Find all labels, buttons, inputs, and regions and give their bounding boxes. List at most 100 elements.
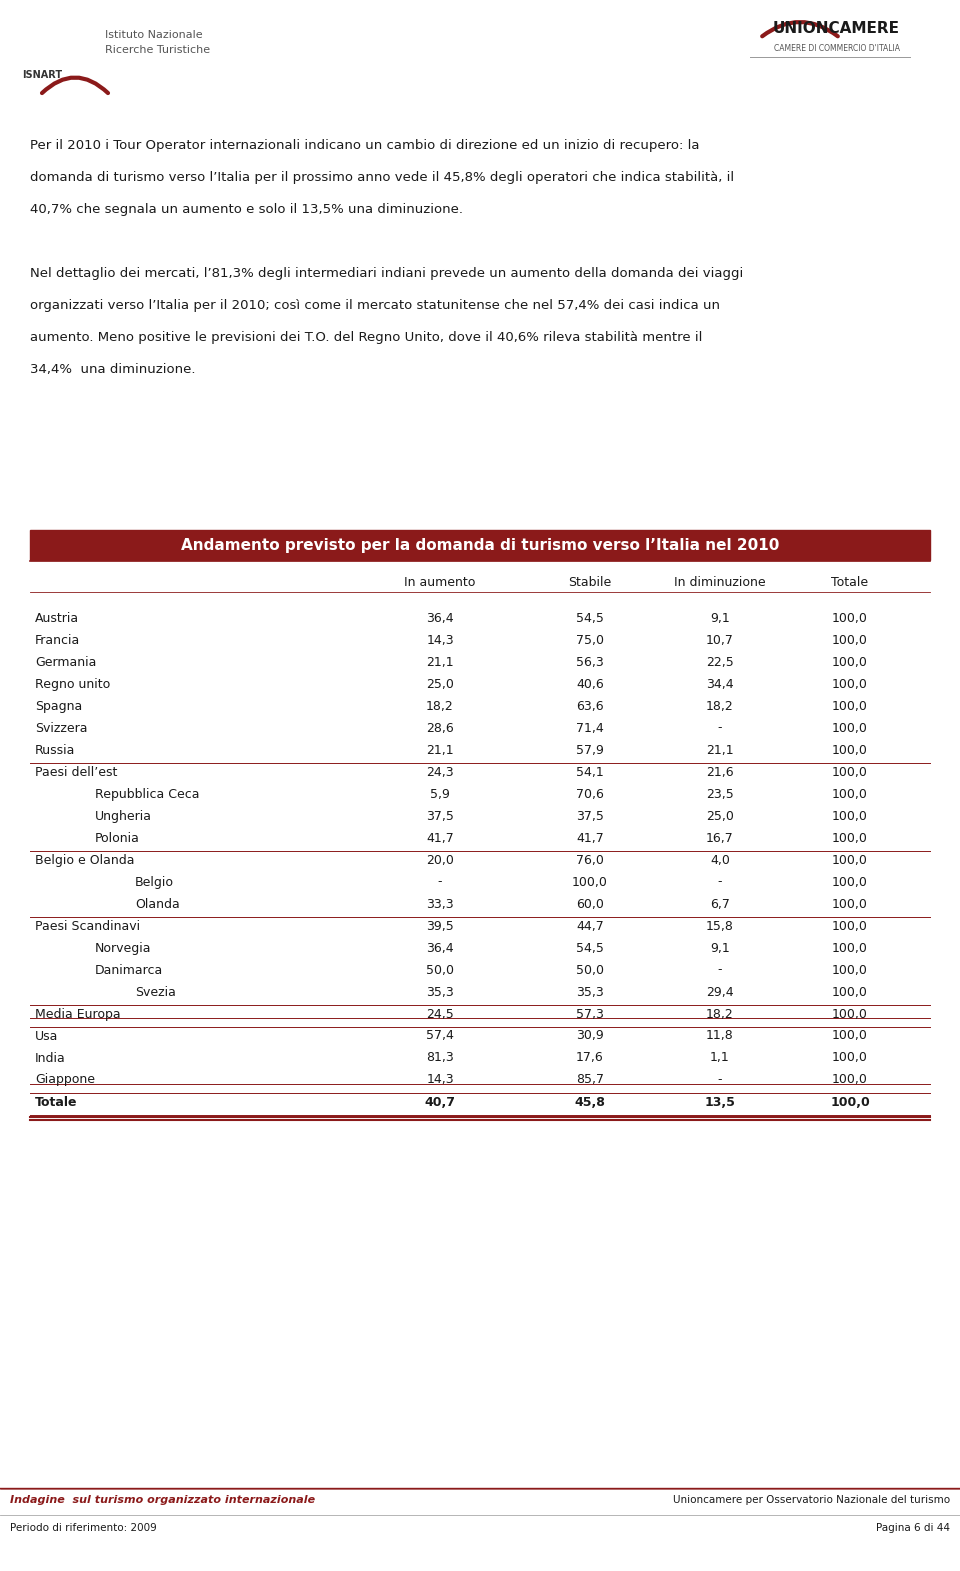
Text: 6,7: 6,7: [710, 897, 730, 911]
Text: 56,3: 56,3: [576, 655, 604, 669]
Text: 71,4: 71,4: [576, 721, 604, 735]
Text: 75,0: 75,0: [576, 633, 604, 647]
Text: Belgio: Belgio: [135, 875, 174, 889]
Text: 57,9: 57,9: [576, 743, 604, 757]
Text: 100,0: 100,0: [832, 633, 868, 647]
Bar: [30, 529, 930, 559]
Text: 40,6: 40,6: [576, 677, 604, 691]
Text: 85,7: 85,7: [576, 1073, 604, 1087]
Text: 11,8: 11,8: [707, 1029, 733, 1043]
Text: 41,7: 41,7: [576, 831, 604, 845]
Text: 35,3: 35,3: [576, 985, 604, 999]
Text: Belgio e Olanda: Belgio e Olanda: [35, 853, 134, 867]
Text: 35,3: 35,3: [426, 985, 454, 999]
Text: 20,0: 20,0: [426, 853, 454, 867]
Text: India: India: [35, 1051, 65, 1065]
Text: 100,0: 100,0: [830, 1095, 870, 1109]
Text: Stabile: Stabile: [568, 575, 612, 589]
Text: Andamento previsto per la domanda di turismo verso l’Italia nel 2010: Andamento previsto per la domanda di tur…: [180, 537, 780, 553]
Text: 50,0: 50,0: [576, 963, 604, 977]
Text: 100,0: 100,0: [832, 831, 868, 845]
Text: Repubblica Ceca: Repubblica Ceca: [95, 787, 200, 801]
Text: Norvegia: Norvegia: [95, 941, 152, 955]
Text: 21,1: 21,1: [426, 655, 454, 669]
Text: CAMERE DI COMMERCIO D'ITALIA: CAMERE DI COMMERCIO D'ITALIA: [774, 44, 900, 52]
FancyArrowPatch shape: [762, 22, 838, 36]
Text: ISNART: ISNART: [22, 71, 62, 80]
Text: Indagine  sul turismo organizzato internazionale: Indagine sul turismo organizzato interna…: [10, 1496, 315, 1505]
Text: 23,5: 23,5: [707, 787, 733, 801]
Text: Unioncamere per Osservatorio Nazionale del turismo: Unioncamere per Osservatorio Nazionale d…: [673, 1496, 950, 1505]
Text: Giappone: Giappone: [35, 1073, 95, 1087]
Text: -: -: [718, 963, 722, 977]
Text: 63,6: 63,6: [576, 699, 604, 713]
Text: In aumento: In aumento: [404, 575, 476, 589]
Text: 21,1: 21,1: [707, 743, 733, 757]
Text: 36,4: 36,4: [426, 941, 454, 955]
Text: 100,0: 100,0: [832, 875, 868, 889]
Text: Spagna: Spagna: [35, 699, 83, 713]
Text: 100,0: 100,0: [832, 985, 868, 999]
Text: Totale: Totale: [35, 1095, 78, 1109]
Text: 100,0: 100,0: [832, 963, 868, 977]
Text: 24,5: 24,5: [426, 1007, 454, 1021]
Text: Francia: Francia: [35, 633, 81, 647]
Text: 100,0: 100,0: [832, 721, 868, 735]
Text: 76,0: 76,0: [576, 853, 604, 867]
Text: 100,0: 100,0: [832, 919, 868, 933]
Text: 34,4%  una diminuzione.: 34,4% una diminuzione.: [30, 363, 196, 375]
Text: 100,0: 100,0: [832, 1007, 868, 1021]
Text: Austria: Austria: [35, 611, 79, 625]
Text: 9,1: 9,1: [710, 611, 730, 625]
Text: 13,5: 13,5: [705, 1095, 735, 1109]
Text: 24,3: 24,3: [426, 765, 454, 779]
Text: 4,0: 4,0: [710, 853, 730, 867]
FancyArrowPatch shape: [42, 77, 108, 93]
Text: 10,7: 10,7: [706, 633, 734, 647]
Text: Per il 2010 i Tour Operator internazionali indicano un cambio di direzione ed un: Per il 2010 i Tour Operator internaziona…: [30, 138, 700, 151]
Text: 18,2: 18,2: [707, 699, 733, 713]
Text: 5,9: 5,9: [430, 787, 450, 801]
Text: 100,0: 100,0: [832, 1051, 868, 1065]
Text: Russia: Russia: [35, 743, 76, 757]
Text: 50,0: 50,0: [426, 963, 454, 977]
Text: 44,7: 44,7: [576, 919, 604, 933]
Text: domanda di turismo verso l’Italia per il prossimo anno vede il 45,8% degli opera: domanda di turismo verso l’Italia per il…: [30, 171, 734, 184]
Text: 25,0: 25,0: [706, 809, 734, 823]
Text: Regno unito: Regno unito: [35, 677, 110, 691]
Text: 36,4: 36,4: [426, 611, 454, 625]
Text: Totale: Totale: [831, 575, 869, 589]
Text: 100,0: 100,0: [832, 699, 868, 713]
Text: 100,0: 100,0: [832, 611, 868, 625]
Text: 41,7: 41,7: [426, 831, 454, 845]
Text: 37,5: 37,5: [426, 809, 454, 823]
Text: 100,0: 100,0: [832, 765, 868, 779]
Text: 45,8: 45,8: [575, 1095, 606, 1109]
Text: 81,3: 81,3: [426, 1051, 454, 1065]
Text: 100,0: 100,0: [832, 677, 868, 691]
Text: 100,0: 100,0: [832, 941, 868, 955]
Text: 100,0: 100,0: [832, 809, 868, 823]
Text: UNIONCAMERE: UNIONCAMERE: [773, 20, 900, 36]
Text: 37,5: 37,5: [576, 809, 604, 823]
Text: 100,0: 100,0: [832, 743, 868, 757]
Text: 40,7% che segnala un aumento e solo il 13,5% una diminuzione.: 40,7% che segnala un aumento e solo il 1…: [30, 203, 463, 215]
Text: Pagina 6 di 44: Pagina 6 di 44: [876, 1522, 950, 1533]
Text: -: -: [718, 1073, 722, 1087]
Text: 57,3: 57,3: [576, 1007, 604, 1021]
Text: Paesi Scandinavi: Paesi Scandinavi: [35, 919, 140, 933]
Text: Ricerche Turistiche: Ricerche Turistiche: [105, 46, 210, 55]
Text: 57,4: 57,4: [426, 1029, 454, 1043]
Text: Paesi dell’est: Paesi dell’est: [35, 765, 117, 779]
Text: Ungheria: Ungheria: [95, 809, 152, 823]
Text: Periodo di riferimento: 2009: Periodo di riferimento: 2009: [10, 1522, 156, 1533]
Text: Svezia: Svezia: [135, 985, 176, 999]
Text: 100,0: 100,0: [572, 875, 608, 889]
Text: 34,4: 34,4: [707, 677, 733, 691]
Text: 70,6: 70,6: [576, 787, 604, 801]
Text: Germania: Germania: [35, 655, 96, 669]
Text: -: -: [718, 721, 722, 735]
Text: aumento. Meno positive le previsioni dei T.O. del Regno Unito, dove il 40,6% ril: aumento. Meno positive le previsioni dei…: [30, 330, 703, 344]
Text: Usa: Usa: [35, 1029, 59, 1043]
Text: 18,2: 18,2: [426, 699, 454, 713]
